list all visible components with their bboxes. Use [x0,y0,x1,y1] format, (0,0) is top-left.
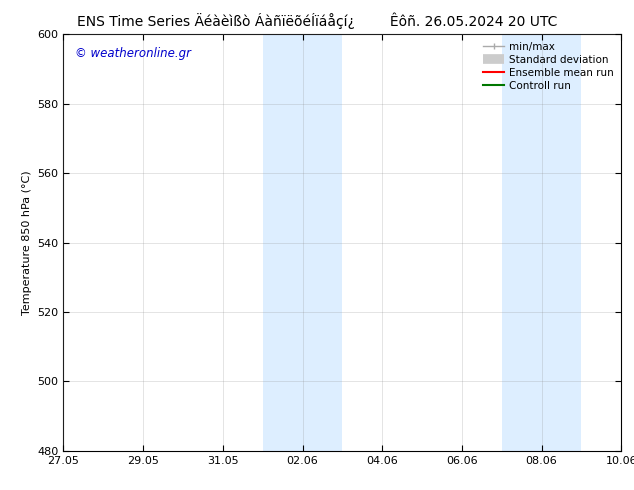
Bar [262,34,342,451]
Text: © weatheronline.gr: © weatheronline.gr [75,47,191,60]
Text: ENS Time Series Äéàèìßò ÁàñïëõéÍïáåçí¿        Êôñ. 26.05.2024 20 UTC: ENS Time Series Äéàèìßò ÁàñïëõéÍïáåçí¿ Ê… [77,12,557,29]
Legend: min/max, Standard deviation, Ensemble mean run, Controll run: min/max, Standard deviation, Ensemble me… [479,37,618,95]
Y-axis label: Temperature 850 hPa (°C): Temperature 850 hPa (°C) [22,170,32,315]
Bar [501,34,581,451]
